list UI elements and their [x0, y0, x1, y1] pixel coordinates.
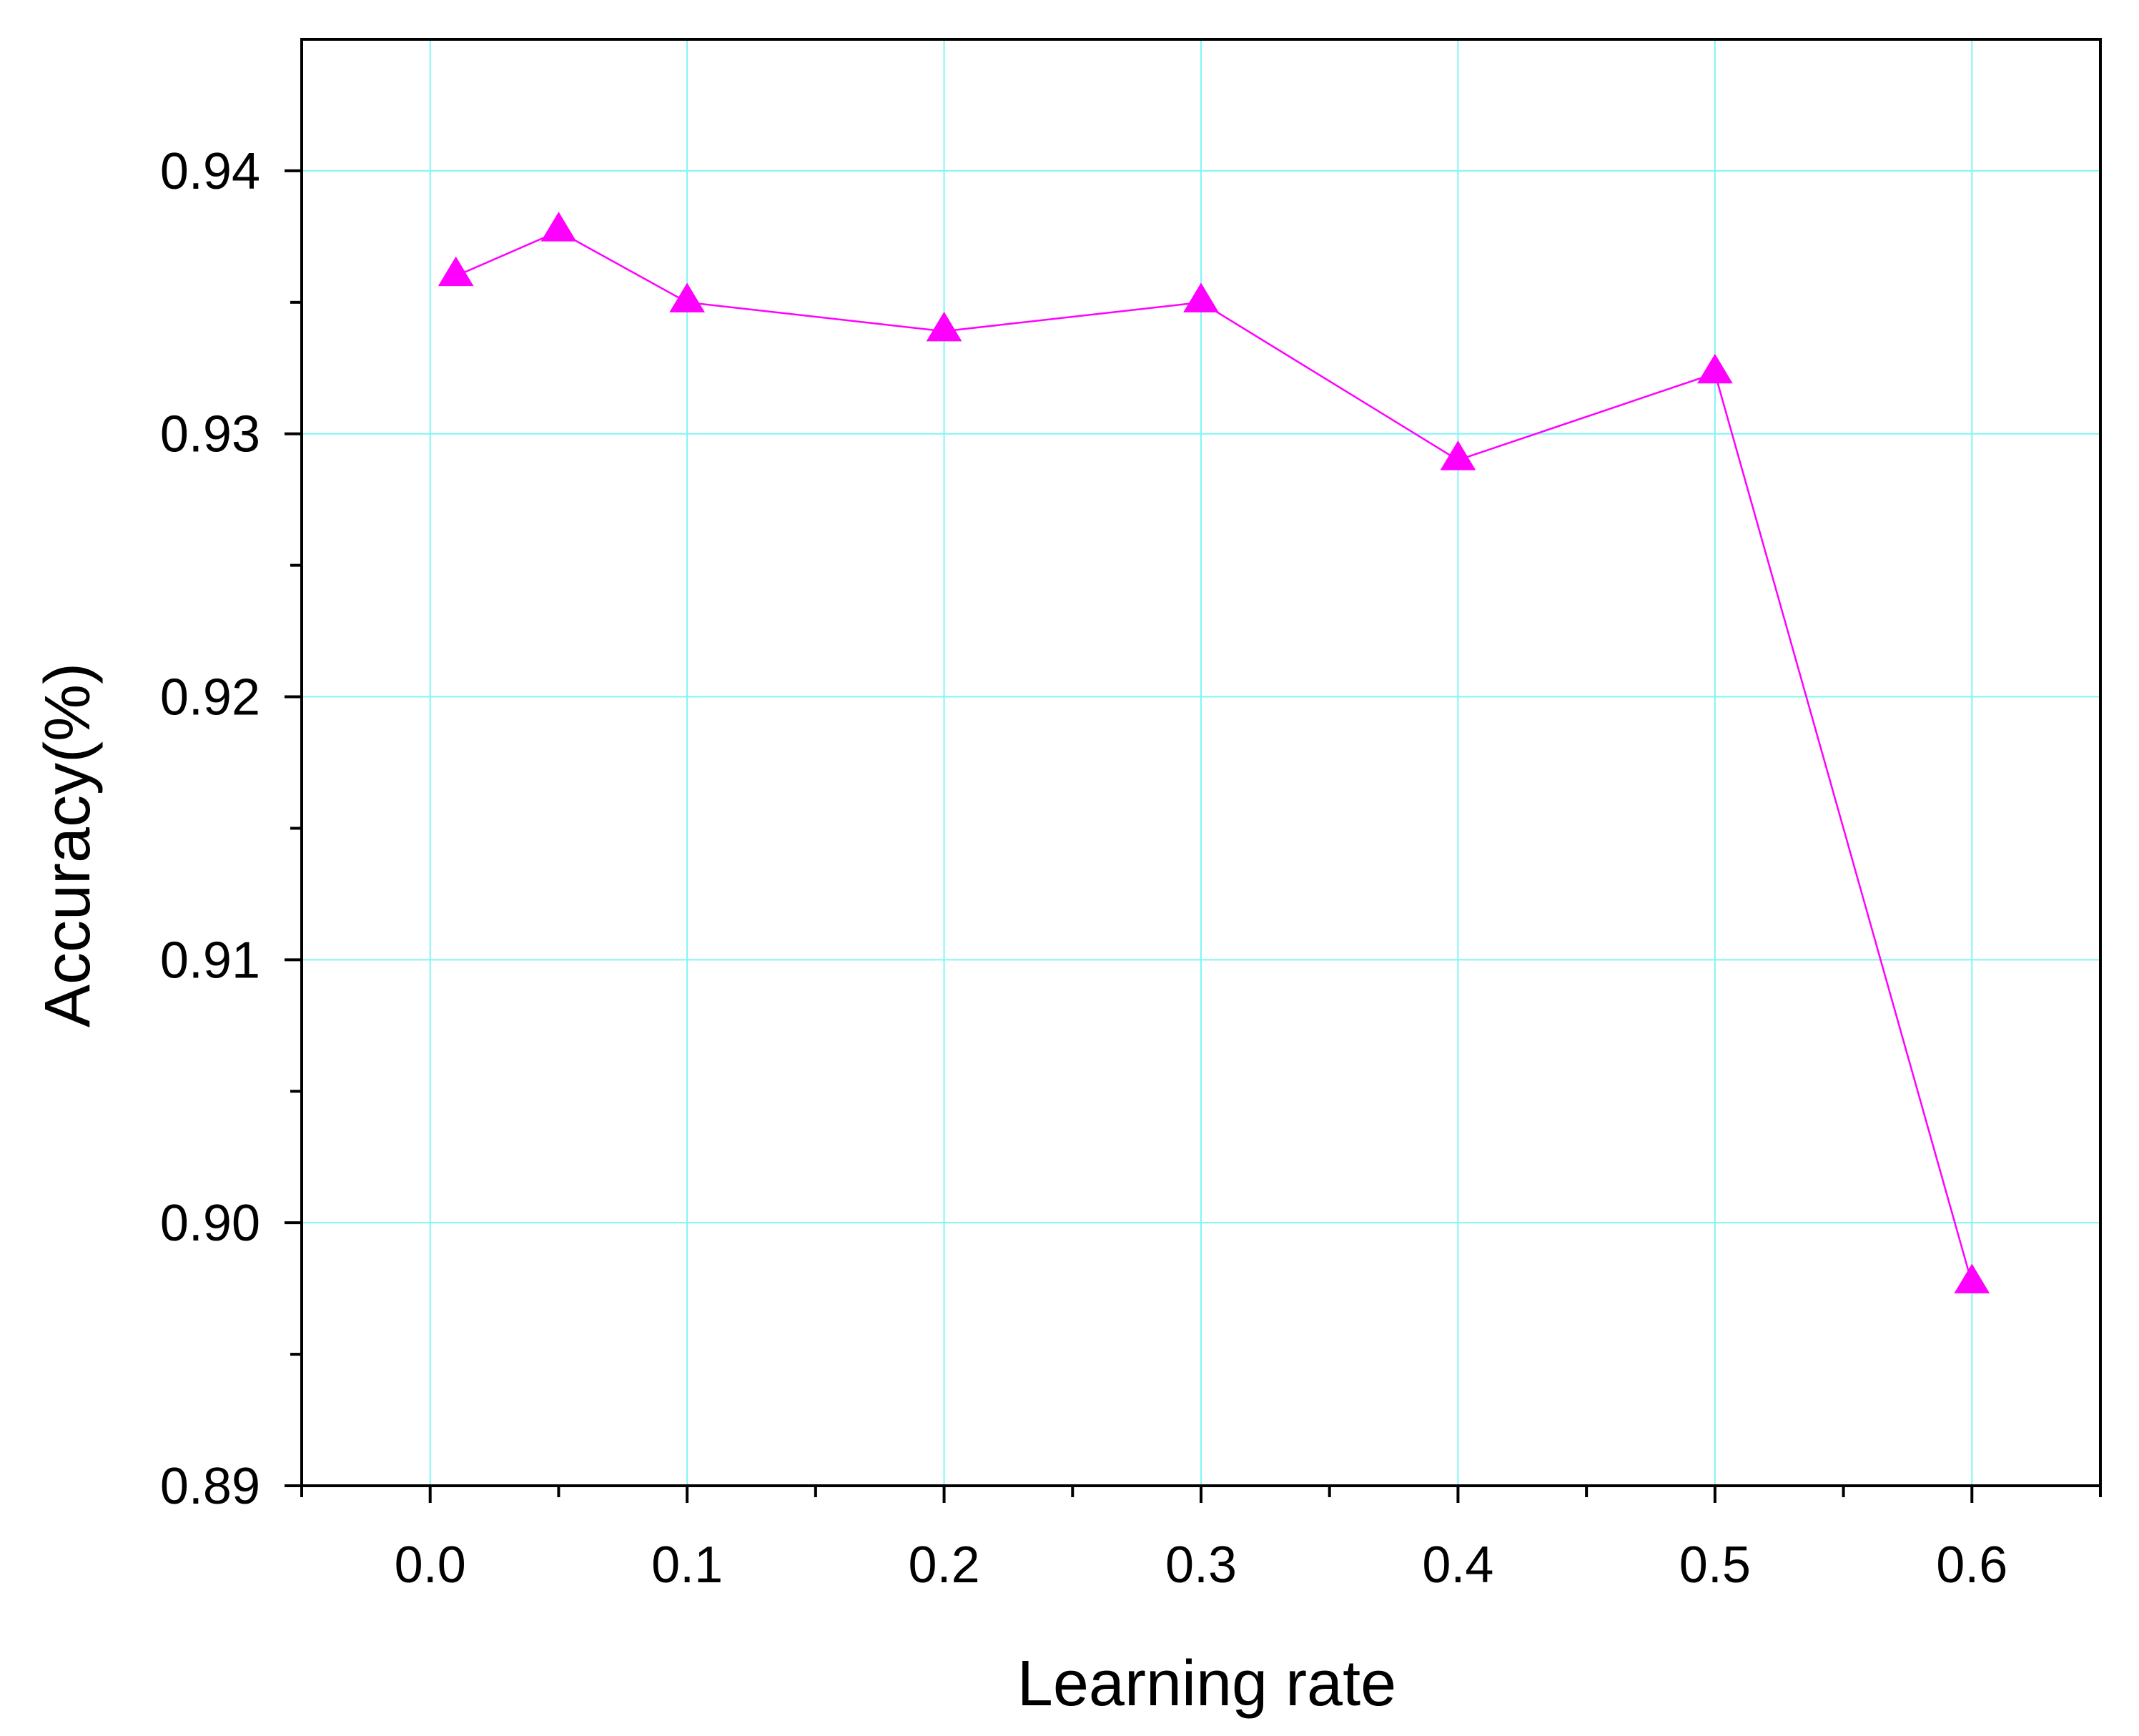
data-point-0-2	[669, 282, 706, 312]
tick-labels: 0.0 0.1 0.2 0.3 0.4 0.5 0.6 0.89 0.90 0.91 0.92 0.9…	[160, 143, 2007, 1594]
y-tick-label-4: 0.93	[160, 406, 260, 463]
data-point-0-0	[438, 256, 474, 287]
data-point-0-5	[1440, 440, 1476, 470]
data-point-0-7	[1954, 1263, 1990, 1293]
series-line-0	[455, 230, 1973, 1284]
x-tick-label-3: 0.3	[1165, 1537, 1237, 1594]
x-tick-label-0: 0.0	[395, 1537, 466, 1594]
series-layer	[438, 212, 1990, 1293]
y-tick-label-0: 0.89	[160, 1458, 260, 1515]
y-tick-label-2: 0.91	[160, 932, 260, 989]
y-axis-title: Accuracy(%)	[32, 663, 104, 1027]
x-tick-label-5: 0.5	[1679, 1537, 1751, 1594]
data-point-0-1	[540, 212, 577, 242]
axes	[285, 38, 2102, 1503]
y-tick-label-3: 0.92	[160, 669, 260, 726]
y-tick-label-1: 0.90	[160, 1195, 260, 1252]
data-point-0-4	[1183, 282, 1219, 312]
y-tick-label-5: 0.94	[160, 143, 260, 200]
x-tick-label-6: 0.6	[1936, 1537, 2007, 1594]
x-tick-label-2: 0.2	[909, 1537, 980, 1594]
data-point-0-6	[1696, 353, 1733, 384]
data-point-0-3	[926, 311, 962, 342]
x-axis-title: Learning rate	[1017, 1648, 1396, 1720]
x-tick-label-4: 0.4	[1422, 1537, 1493, 1594]
grid	[302, 39, 2100, 1486]
x-tick-label-1: 0.1	[651, 1537, 723, 1594]
